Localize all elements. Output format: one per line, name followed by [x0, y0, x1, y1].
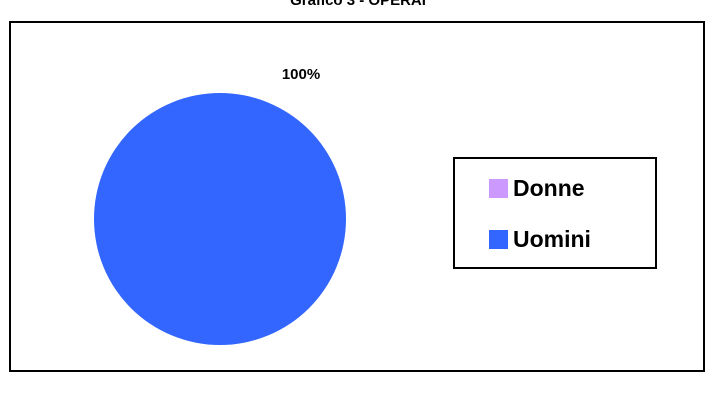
chart-legend: Donne Uomini: [453, 157, 657, 269]
pie-data-labels: 100%: [282, 66, 320, 83]
legend-label-uomini: Uomini: [513, 226, 591, 252]
pie-slice-uomini: [94, 93, 346, 345]
legend-item-donne: Donne: [489, 175, 585, 202]
pie-slices: [94, 93, 346, 345]
legend-swatch-donne: [489, 179, 508, 198]
legend-item-uomini: Uomini: [489, 226, 591, 253]
pie-data-label: 100%: [282, 66, 320, 83]
chart-title: Grafico 3 - OPERAI: [290, 0, 426, 9]
legend-swatch-uomini: [489, 230, 508, 249]
legend-label-donne: Donne: [513, 175, 585, 201]
